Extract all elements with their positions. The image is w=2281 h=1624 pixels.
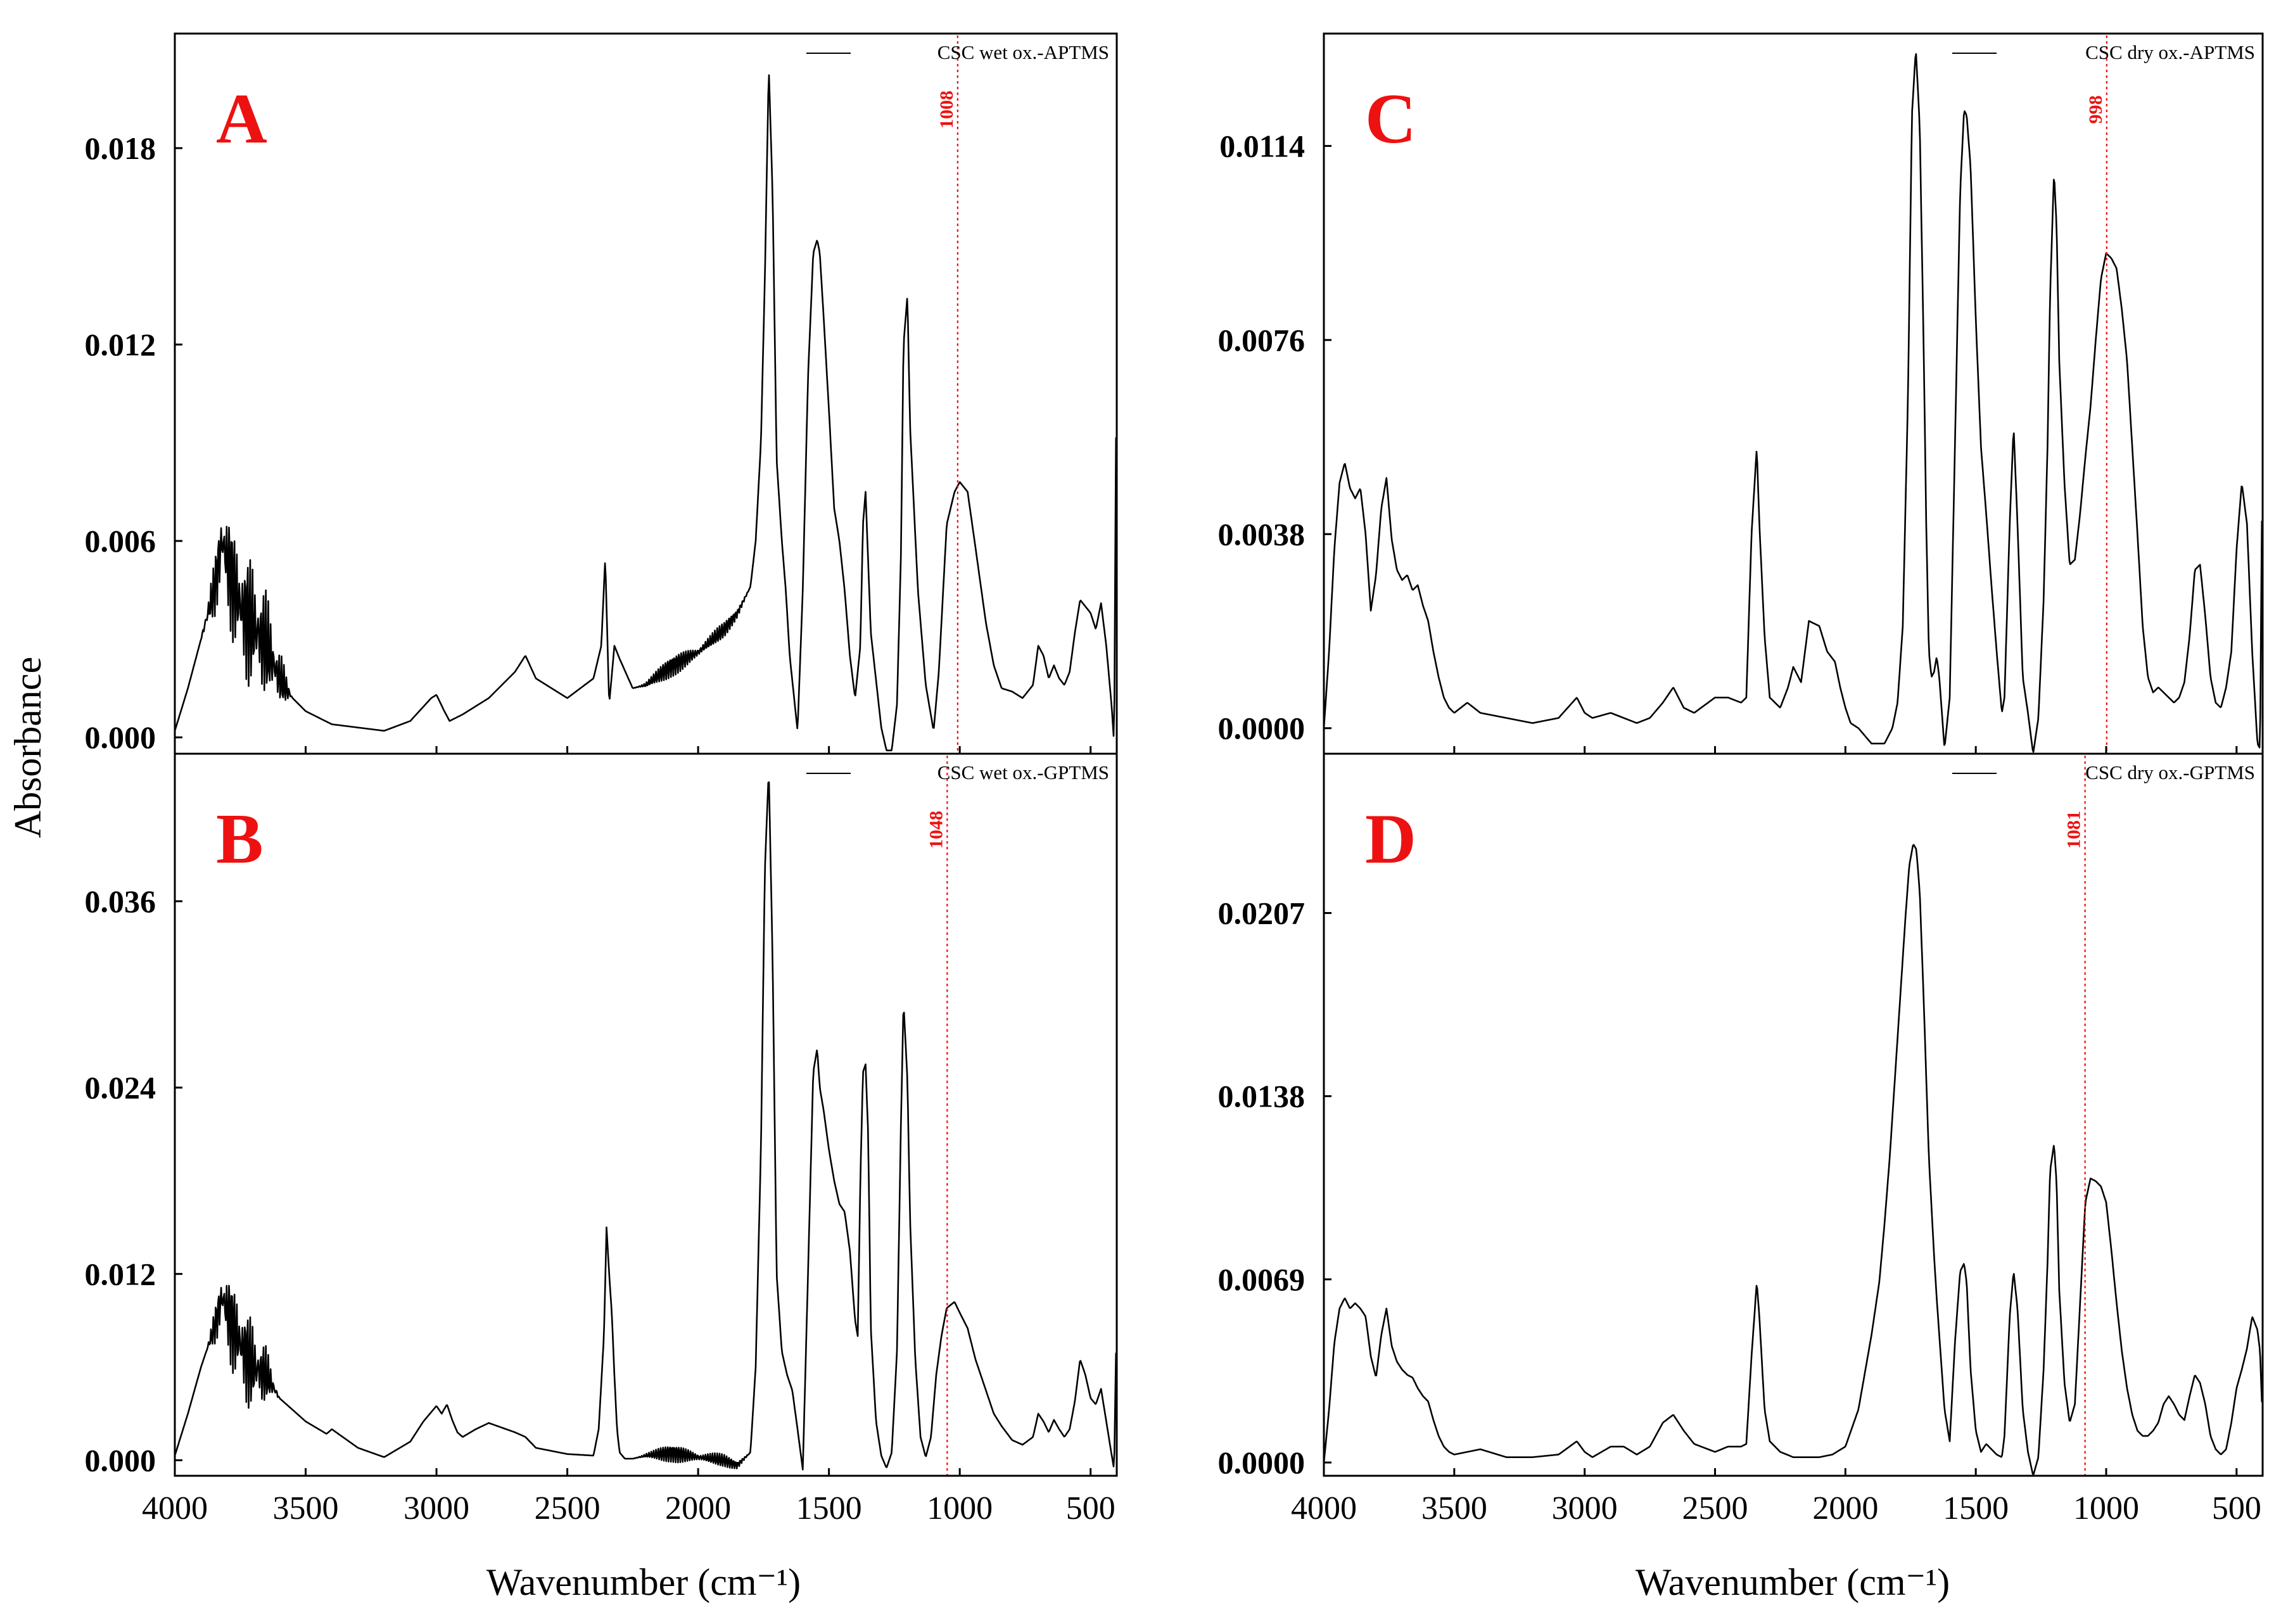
- x-tick-label: 500: [2212, 1490, 2261, 1526]
- panel-label: B: [216, 800, 264, 879]
- x-axis-title-right: Wavenumber (cm⁻¹): [1636, 1561, 1950, 1603]
- x-tick-label: 1500: [796, 1490, 862, 1526]
- y-axis-title: Absorbance: [7, 657, 49, 839]
- y-tick-label: 0.012: [85, 1256, 156, 1291]
- y-tick-label: 0.018: [85, 130, 156, 166]
- y-tick-label: 0.0114: [1219, 128, 1305, 163]
- panels: 1008 CSC wet ox.-APTMS A 0.000 0.006 0.012 0.0…: [85, 32, 2264, 1526]
- peak-marker-label: 1048: [925, 811, 946, 849]
- plot-frame: [174, 752, 1118, 1477]
- x-tick-label: 2500: [1682, 1490, 1748, 1526]
- legend-label: CSC wet ox.-APTMS: [937, 41, 1109, 63]
- y-tick-label: 0.000: [85, 720, 156, 755]
- x-tick-label: 1000: [2073, 1490, 2139, 1526]
- x-axis-title-left: Wavenumber (cm⁻¹): [486, 1561, 801, 1603]
- panel-c: 998 CSC dry ox.-APTMS C 0.0000 0.0038 0.0076 0…: [1218, 32, 2264, 755]
- x-tick-label: 500: [1066, 1490, 1115, 1526]
- x-tick-label: 3500: [273, 1490, 339, 1526]
- x-tick-label: 2000: [665, 1490, 731, 1526]
- y-tick-label: 0.0000: [1218, 711, 1306, 746]
- legend-label: CSC wet ox.-GPTMS: [937, 761, 1109, 783]
- x-tick-label: 2000: [1812, 1490, 1878, 1526]
- plot-frame: [1323, 32, 2264, 755]
- legend-label: CSC dry ox.-APTMS: [2085, 41, 2255, 63]
- panel-b: 1048 CSC wet ox.-GPTMS B 0.000 0.012 0.024 0.0…: [85, 752, 1118, 1526]
- spectrum-line: [1323, 53, 2263, 753]
- spectrum-line: [174, 781, 1117, 1471]
- y-tick-label: 0.0207: [1218, 895, 1306, 930]
- panel-a: 1008 CSC wet ox.-APTMS A 0.000 0.006 0.012 0.0…: [85, 32, 1118, 755]
- y-tick-label: 0.006: [85, 523, 156, 559]
- y-tick-label: 0.036: [85, 884, 156, 919]
- x-tick-label: 2500: [535, 1490, 600, 1526]
- x-tick-label: 4000: [142, 1490, 208, 1526]
- peak-marker-label: 1081: [2064, 811, 2085, 849]
- x-tick-label: 1000: [927, 1490, 993, 1526]
- x-tick-label: 3000: [1552, 1490, 1618, 1526]
- x-tick-label: 3500: [1421, 1490, 1487, 1526]
- x-tick-label: 1500: [1943, 1490, 2009, 1526]
- legend-label: CSC dry ox.-GPTMS: [2085, 761, 2255, 783]
- panel-label: C: [1365, 80, 1416, 158]
- x-tick-label: 4000: [1291, 1490, 1357, 1526]
- panel-d: 1081 CSC dry ox.-GPTMS D 0.0000 0.0069 0.0138…: [1218, 752, 2264, 1526]
- panel-label: A: [216, 80, 267, 158]
- x-tick-label: 3000: [403, 1490, 469, 1526]
- plot-frame: [174, 32, 1118, 755]
- spectrum-line: [1323, 844, 2263, 1476]
- peak-marker-label: 998: [2085, 96, 2106, 124]
- y-tick-label: 0.024: [85, 1070, 156, 1105]
- y-tick-label: 0.0000: [1218, 1445, 1306, 1480]
- y-tick-label: 0.012: [85, 327, 156, 362]
- y-tick-label: 0.0069: [1218, 1262, 1306, 1297]
- y-tick-label: 0.0038: [1218, 516, 1306, 552]
- y-tick-label: 0.000: [85, 1442, 156, 1478]
- y-tick-label: 0.0076: [1218, 322, 1306, 358]
- panel-label: D: [1365, 800, 1416, 879]
- peak-marker-label: 1008: [936, 91, 957, 129]
- spectrum-line: [174, 74, 1117, 752]
- y-tick-label: 0.0138: [1218, 1079, 1306, 1114]
- plot-frame: [1323, 752, 2264, 1477]
